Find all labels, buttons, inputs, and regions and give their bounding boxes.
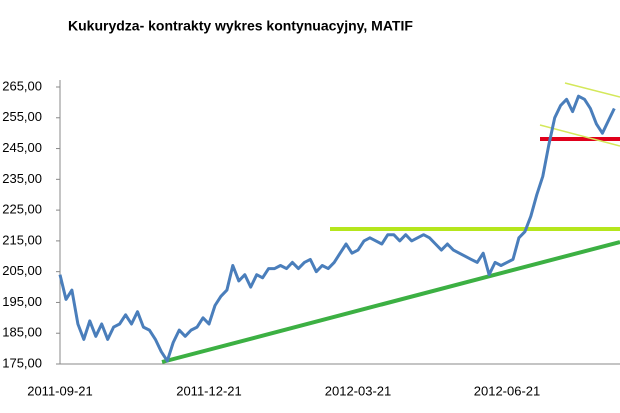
y-tick-label: 215,00 (2, 232, 42, 247)
y-tick-label: 185,00 (2, 325, 42, 340)
chart-title: Kukurydza- kontrakty wykres kontynuacyjn… (68, 18, 413, 34)
y-tick-label: 265,00 (2, 78, 42, 93)
x-tick-label: 2012-06-21 (474, 383, 541, 398)
y-tick-label: 205,00 (2, 263, 42, 278)
y-tick-label: 195,00 (2, 294, 42, 309)
data-line (58, 94, 616, 363)
y-tick-label: 235,00 (2, 171, 42, 186)
y-tick-label: 255,00 (2, 109, 42, 124)
channel-line (564, 82, 620, 98)
y-tick-label: 175,00 (2, 355, 42, 370)
x-tick-label: 2012-03-21 (325, 383, 392, 398)
x-tick-label: 2011-09-21 (27, 383, 93, 398)
x-tick-label: 2011-12-21 (176, 383, 242, 398)
y-tick-label: 225,00 (2, 202, 42, 217)
y-tick-label: 245,00 (2, 140, 42, 155)
trend-line (161, 240, 620, 364)
